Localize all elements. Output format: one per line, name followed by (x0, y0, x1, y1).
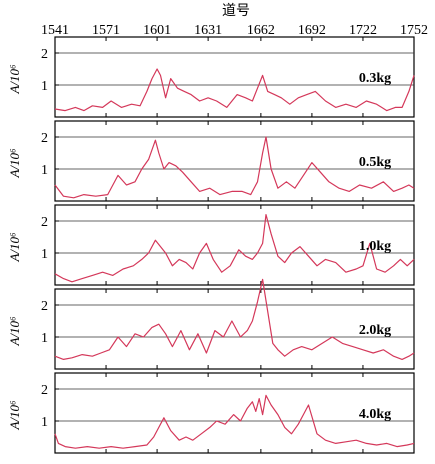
y-tick-label: 1 (41, 415, 48, 430)
series-line (54, 68, 415, 112)
panel-frame (54, 204, 415, 286)
y-axis-label: A/10⁶ (7, 316, 22, 347)
x-tick-label: 1541 (41, 23, 69, 38)
x-tick-label: 1631 (194, 23, 222, 38)
y-tick-label: 2 (41, 383, 48, 398)
y-axis-label: A/10⁶ (7, 400, 22, 431)
series-line (54, 394, 415, 449)
y-tick-label: 1 (41, 331, 48, 346)
series-line (54, 278, 415, 360)
x-tick-labels: 1541 1571 1601 1631 1662 1692 1722 1752 (41, 23, 428, 38)
panel-label: 4.0kg (359, 407, 391, 422)
x-tick-label: 1662 (247, 23, 275, 38)
chart-panel: 1 2 A/10⁶ 4.0kg (7, 372, 415, 454)
x-tick-label: 1571 (92, 23, 120, 38)
chart-panel: 1 2 A/10⁶ 0.3kg (7, 36, 415, 118)
x-tick-label: 1601 (143, 23, 171, 38)
x-axis-title: 道号 (222, 3, 250, 19)
panel-frame (54, 372, 415, 454)
panel-label: 0.5kg (359, 155, 391, 170)
chart-panel: 1 2 A/10⁶ 1.0kg (7, 204, 415, 286)
panel-label: 2.0kg (359, 323, 391, 338)
series-line (54, 214, 415, 283)
series-line (54, 136, 415, 199)
panel-label: 1.0kg (359, 239, 391, 254)
panel-frame (54, 288, 415, 370)
y-tick-label: 2 (41, 131, 48, 146)
y-axis-label: A/10⁶ (7, 232, 22, 263)
x-tick-label: 1752 (400, 23, 428, 38)
chart-panel: 1 2 A/10⁶ 2.0kg (7, 278, 415, 370)
chart-panel: 1 2 A/10⁶ 0.5kg (7, 120, 415, 202)
y-tick-label: 2 (41, 215, 48, 230)
panel-frame (54, 120, 415, 202)
x-tick-label: 1692 (298, 23, 326, 38)
y-tick-label: 2 (41, 299, 48, 314)
panel-label: 0.3kg (359, 71, 391, 86)
y-tick-label: 2 (41, 47, 48, 62)
y-tick-label: 1 (41, 79, 48, 94)
y-tick-label: 1 (41, 163, 48, 178)
y-tick-label: 1 (41, 247, 48, 262)
chart-panels: 1 2 A/10⁶ 0.3kg 1 2 A/10⁶ 0.5kg 1 2 A/10⁶ 1.0kg 1 2 A/… (7, 36, 415, 454)
y-axis-label: A/10⁶ (7, 64, 22, 95)
x-tick-label: 1722 (349, 23, 377, 38)
y-axis-label: A/10⁶ (7, 148, 22, 179)
